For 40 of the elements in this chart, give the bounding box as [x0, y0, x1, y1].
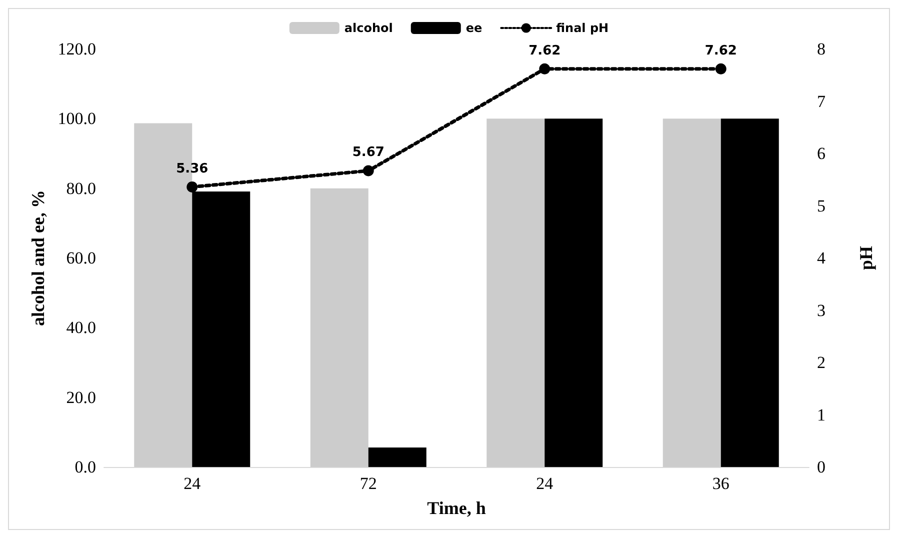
y2-tick-label: 0 — [817, 458, 826, 476]
bar — [720, 118, 779, 467]
y2-tick-label: 8 — [817, 40, 826, 58]
point — [539, 63, 550, 74]
x-axis-title: Time, h — [427, 498, 486, 518]
y2-tick-label: 6 — [817, 144, 826, 163]
data-label: 7.62 — [704, 43, 737, 58]
y-tick-label: 0.0 — [74, 458, 96, 476]
y-tick-label: 120.0 — [58, 40, 96, 58]
y-tick-label: 40.0 — [66, 318, 96, 338]
y2-axis-title: pH — [856, 246, 876, 270]
bar — [368, 447, 426, 467]
y-tick-label: 60.0 — [66, 248, 96, 268]
data-label: 5.67 — [352, 145, 384, 160]
bar — [544, 118, 603, 467]
y2-tick-label: 2 — [817, 353, 826, 372]
point — [186, 181, 198, 192]
y-tick-label: 80.0 — [66, 178, 96, 198]
x-tick-label: 36 — [712, 474, 730, 493]
bar — [310, 188, 368, 467]
bar — [486, 118, 545, 467]
legend-label: alcohol — [344, 21, 393, 35]
x-tick-label: 72 — [360, 474, 377, 493]
y-axis-title: alcohol and ee, % — [28, 190, 48, 326]
y2-tick-label: 7 — [817, 92, 826, 111]
x-tick-label: 24 — [184, 474, 202, 493]
point — [362, 165, 374, 176]
point — [715, 63, 726, 74]
data-label: 7.62 — [528, 43, 561, 58]
y2-tick-label: 3 — [817, 300, 826, 320]
x-tick-label: 24 — [536, 474, 554, 493]
y-tick-label: 20.0 — [66, 388, 96, 407]
y-tick-label: 100.0 — [58, 109, 96, 128]
data-label: 5.36 — [176, 161, 208, 176]
legend-label: ee — [466, 21, 482, 35]
y2-tick-label: 5 — [817, 196, 826, 216]
y2-tick-label: 1 — [817, 405, 826, 424]
bar — [662, 118, 721, 467]
y2-tick-label: 4 — [817, 248, 826, 268]
legend-label: final pH — [556, 21, 609, 35]
